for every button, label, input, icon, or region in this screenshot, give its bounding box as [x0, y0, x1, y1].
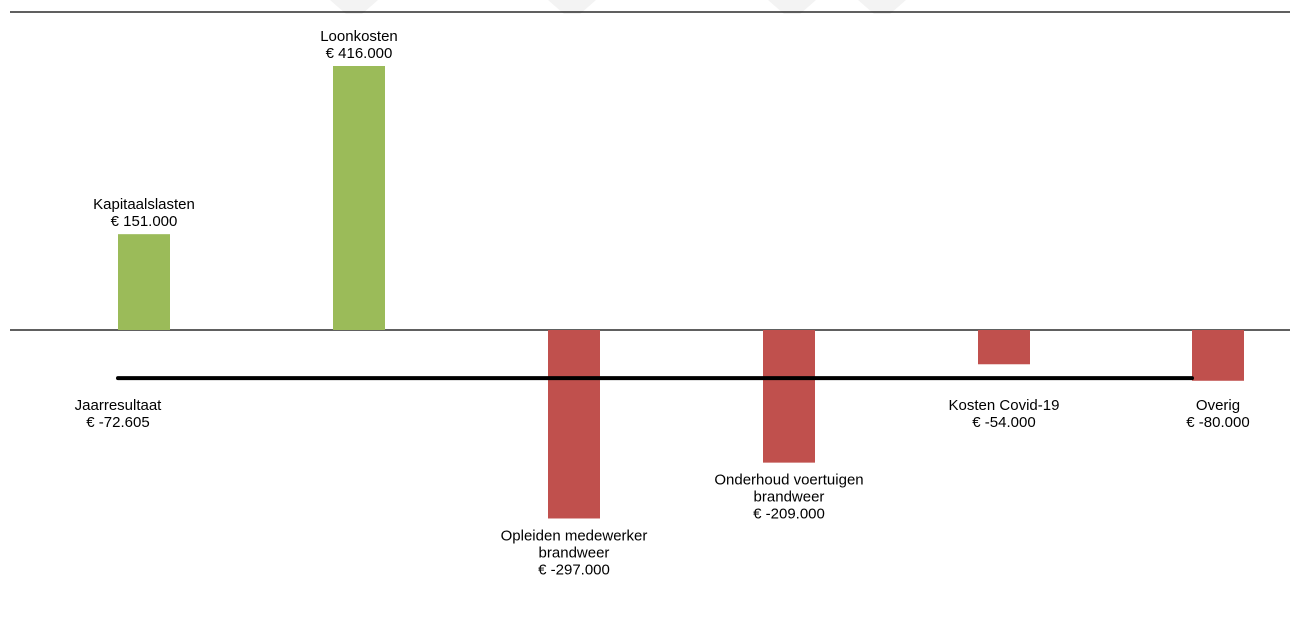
bar-label-3: Opleiden medewerker brandweer € -297.000 [501, 527, 648, 578]
bar-label-line: brandweer [754, 489, 825, 506]
bar-label-line: Loonkosten [320, 28, 398, 45]
bar-label-line: € -297.000 [538, 561, 610, 578]
result-label-line: € -72.605 [86, 414, 149, 431]
bar-group [118, 66, 1244, 519]
bar-label-line: Opleiden medewerker [501, 527, 648, 544]
bar-label-group: Kapitaalslasten € 151.000 Loonkosten € 416.… [93, 28, 1250, 578]
bar-4 [763, 330, 815, 463]
bar-label-1: Kapitaalslasten € 151.000 [93, 196, 195, 230]
bar-label-5: Kosten Covid-19 € -54.000 [949, 397, 1060, 431]
bar-1 [118, 234, 170, 330]
result-label-line: Jaarresultaat [75, 397, 163, 414]
result-label: Jaarresultaat € -72.605 [75, 397, 163, 431]
bar-label-line: € 151.000 [111, 213, 178, 230]
bar-label-line: € -54.000 [972, 414, 1035, 431]
bar-label-line: Overig [1196, 397, 1240, 414]
bar-5 [978, 330, 1030, 365]
bar-label-line: € -80.000 [1186, 414, 1249, 431]
bar-label-line: € 416.000 [326, 45, 393, 62]
bar-label-6: Overig € -80.000 [1186, 397, 1249, 431]
bar-label-line: Kapitaalslasten [93, 196, 195, 213]
result-line-group: Jaarresultaat € -72.605 [75, 376, 1194, 431]
bar-2 [333, 66, 385, 330]
bar-label-2: Loonkosten € 416.000 [320, 28, 398, 62]
bar-label-line: Kosten Covid-19 [949, 397, 1060, 414]
bar-6 [1192, 330, 1244, 381]
bar-label-line: € -209.000 [753, 506, 825, 523]
bar-3 [548, 330, 600, 519]
chart-axes [10, 11, 1290, 331]
bar-label-line: brandweer [539, 544, 610, 561]
top-watermark-marks [330, 0, 906, 14]
bar-label-line: Onderhoud voertuigen [714, 472, 863, 489]
bar-label-4: Onderhoud voertuigen brandweer € -209.000 [714, 472, 863, 523]
